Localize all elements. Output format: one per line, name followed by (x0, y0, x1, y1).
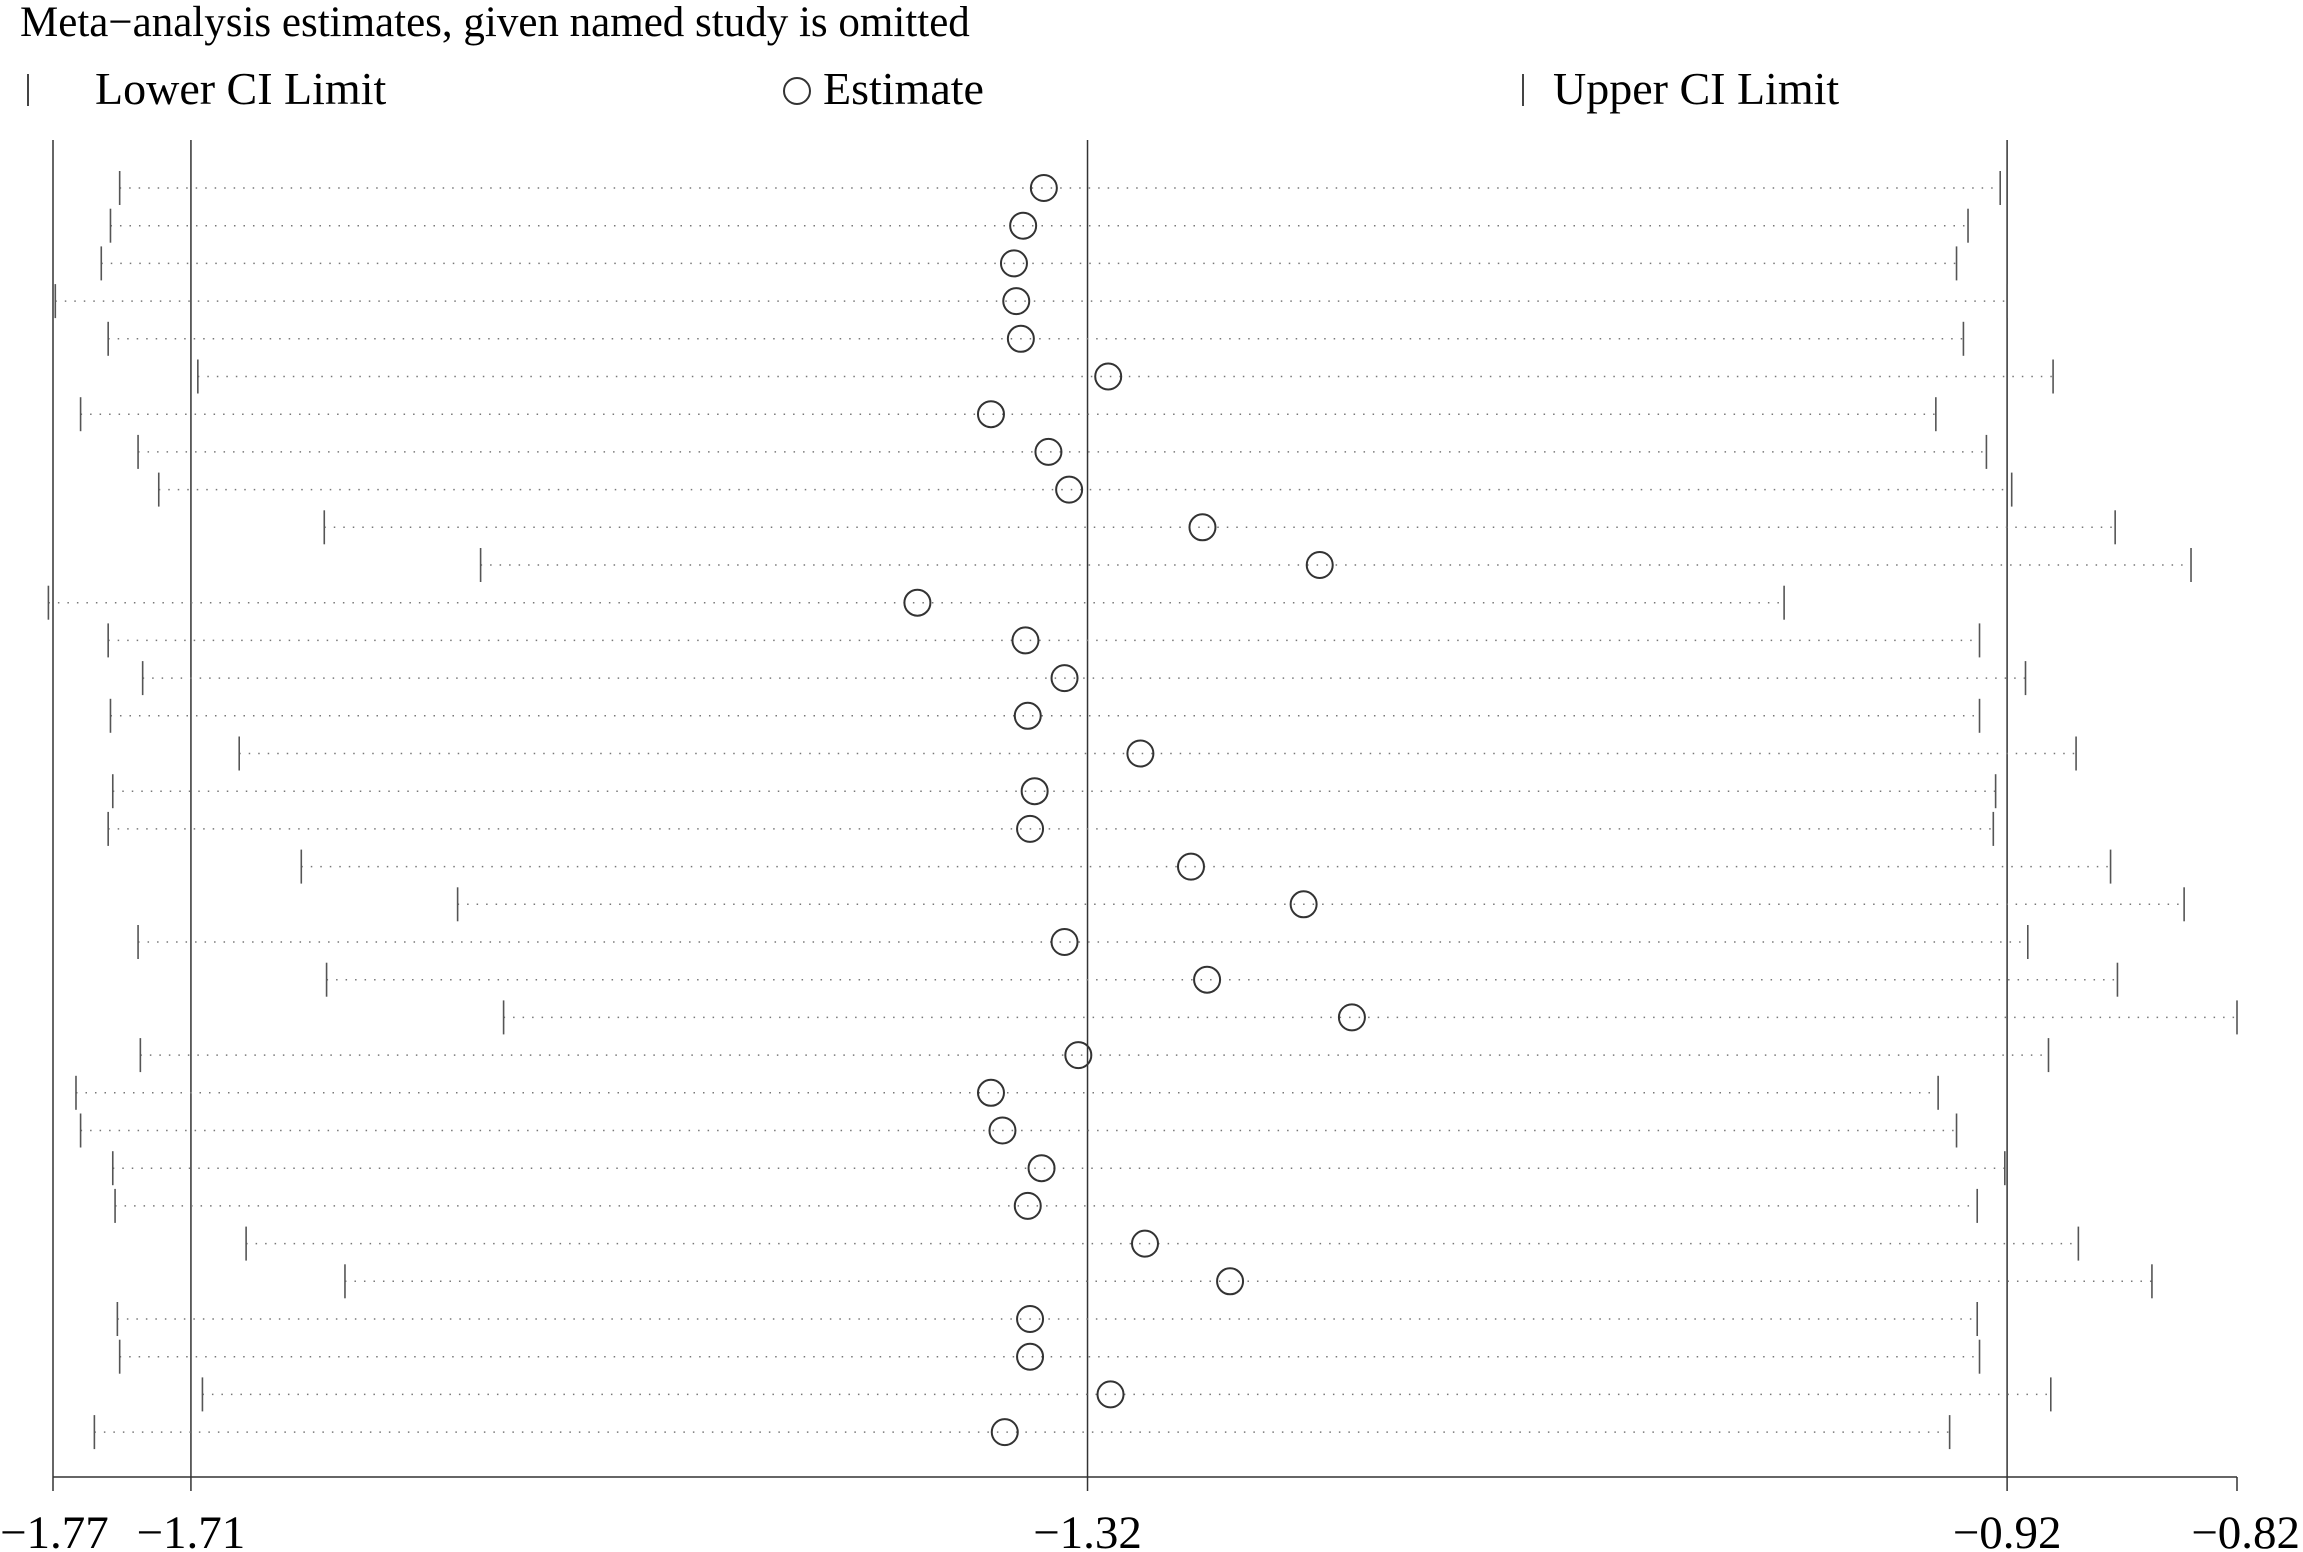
estimate-marker (1094, 362, 1123, 391)
x-tick-label: −1.32 (1033, 1507, 1142, 1552)
estimate-marker (1050, 928, 1079, 956)
estimate-marker (1055, 475, 1084, 504)
study-row (456, 887, 2185, 922)
study-row (201, 1377, 2052, 1412)
estimate-marker (1016, 814, 1045, 843)
study-row (118, 1339, 1981, 1374)
study-row (54, 284, 2008, 319)
study-row (109, 698, 1981, 733)
estimate-marker (1016, 1305, 1045, 1333)
estimate-marker (1050, 664, 1079, 693)
estimate-marker (1176, 852, 1205, 881)
study-row (157, 472, 2013, 507)
x-tick-label: −1.77 (0, 1507, 109, 1552)
study-row (344, 1264, 2153, 1299)
study-row (139, 1038, 2050, 1073)
study-row (111, 774, 1997, 809)
study-row (79, 1113, 1958, 1148)
study-row (197, 359, 2054, 394)
estimate-marker (1020, 777, 1049, 806)
study-row (114, 1188, 1979, 1223)
estimate-marker (988, 1116, 1017, 1145)
study-row (107, 623, 1981, 658)
legend: Lower CI Limit Estimate Upper CI Limit (27, 63, 1839, 114)
estimate-marker (903, 588, 932, 617)
study-row (479, 548, 2192, 582)
study-row (137, 925, 2029, 959)
study-row (141, 661, 2027, 696)
estimate-marker (1096, 1380, 1125, 1409)
estimate-marker (1216, 1267, 1245, 1296)
study-row (245, 1226, 2080, 1261)
study-row (93, 1415, 1951, 1450)
study-row (47, 585, 1785, 620)
estimate-marker (990, 1418, 1019, 1447)
estimate-marker (1126, 739, 1155, 768)
x-tick-label: −0.82 (2191, 1507, 2300, 1552)
estimate-marker (1131, 1229, 1159, 1258)
estimate-marker (1188, 513, 1217, 542)
study-row (111, 1151, 2006, 1186)
estimate-marker (1002, 287, 1031, 316)
estimate-marker (1064, 1041, 1093, 1070)
study-row (238, 736, 2077, 771)
study-row (109, 208, 1969, 243)
study-row (79, 397, 1937, 432)
estimate-marker (999, 249, 1028, 278)
study-row (137, 434, 1988, 469)
chart-title: Meta−analysis estimates, given named stu… (20, 0, 970, 46)
study-row (325, 962, 2119, 997)
estimate-marker (1289, 890, 1318, 919)
study-row (100, 246, 1958, 281)
x-axis: −1.77 −1.71 −1.32 −0.92 −0.82 (0, 1476, 2300, 1552)
estimate-marker (1013, 1191, 1042, 1220)
estimate-marker (1006, 324, 1035, 353)
study-row (323, 510, 2116, 545)
estimate-marker (1337, 1003, 1366, 1032)
estimate-marker (1009, 211, 1038, 240)
estimate-marker (1013, 701, 1042, 730)
estimate-marker (976, 400, 1005, 429)
estimate-marker (1016, 1342, 1045, 1371)
legend-lower-label: Lower CI Limit (95, 63, 386, 114)
x-tick-label: −1.71 (137, 1507, 246, 1552)
legend-estimate-label: Estimate (823, 63, 984, 114)
x-tick-label: −0.92 (1953, 1507, 2062, 1552)
study-row (118, 171, 2002, 205)
estimate-marker (1027, 1154, 1056, 1183)
reference-lines (52, 140, 2008, 1477)
estimate-marker (1034, 437, 1063, 466)
legend-estimate-marker (783, 77, 811, 105)
study-row (502, 1000, 2238, 1035)
study-row (107, 321, 1965, 356)
study-row (116, 1302, 1979, 1336)
study-row (75, 1075, 1939, 1110)
estimate-marker (1029, 174, 1058, 202)
legend-upper-label: Upper CI Limit (1553, 63, 1839, 114)
estimate-marker (1011, 626, 1040, 655)
estimate-marker (1305, 551, 1334, 579)
estimate-marker (976, 1078, 1005, 1107)
study-row (107, 811, 1995, 846)
study-rows (47, 171, 2238, 1450)
study-row (300, 849, 2112, 884)
estimate-marker (1193, 965, 1222, 994)
